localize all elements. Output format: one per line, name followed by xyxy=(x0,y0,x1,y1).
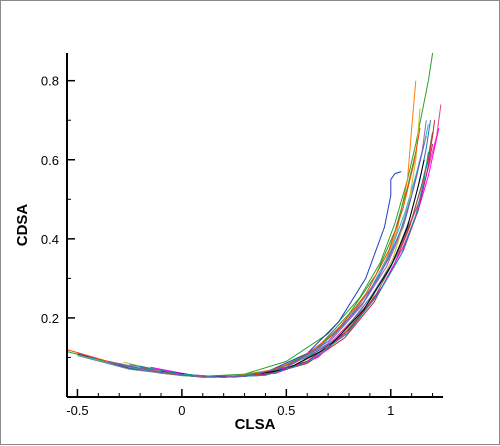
x-tick-label: 0.5 xyxy=(277,403,295,418)
series-line-12 xyxy=(119,120,431,378)
x-tick-label: 1 xyxy=(387,403,394,418)
x-axis-title: CLSA xyxy=(235,416,276,433)
x-tick-label: -0.5 xyxy=(66,403,88,418)
series-line-3 xyxy=(119,104,442,378)
series-line-7 xyxy=(87,124,429,378)
y-axis-title: CDSA xyxy=(14,204,31,247)
y-tick-label: 0.8 xyxy=(41,74,59,89)
series-line-15 xyxy=(160,159,425,377)
series-line-16 xyxy=(66,128,421,378)
series-line-8 xyxy=(108,120,427,378)
y-tick-label: 0.4 xyxy=(41,232,59,247)
x-tick-label: 0 xyxy=(178,403,185,418)
series-line-10 xyxy=(150,127,440,378)
series-line-9 xyxy=(123,108,421,378)
series-line-1 xyxy=(66,52,434,377)
series-line-17 xyxy=(129,151,429,378)
series-line-18 xyxy=(108,143,425,378)
series-layer xyxy=(66,52,442,378)
series-line-13 xyxy=(98,151,417,377)
tick-layer: -0.5 0 0.5 1 0.2 0.4 0.6 0.8 xyxy=(41,74,434,418)
series-line-4 xyxy=(98,80,417,377)
y-tick-label: 0.2 xyxy=(41,311,59,326)
y-tick-label: 0.6 xyxy=(41,153,59,168)
axis-layer xyxy=(66,53,443,398)
series-line-2 xyxy=(77,171,402,378)
